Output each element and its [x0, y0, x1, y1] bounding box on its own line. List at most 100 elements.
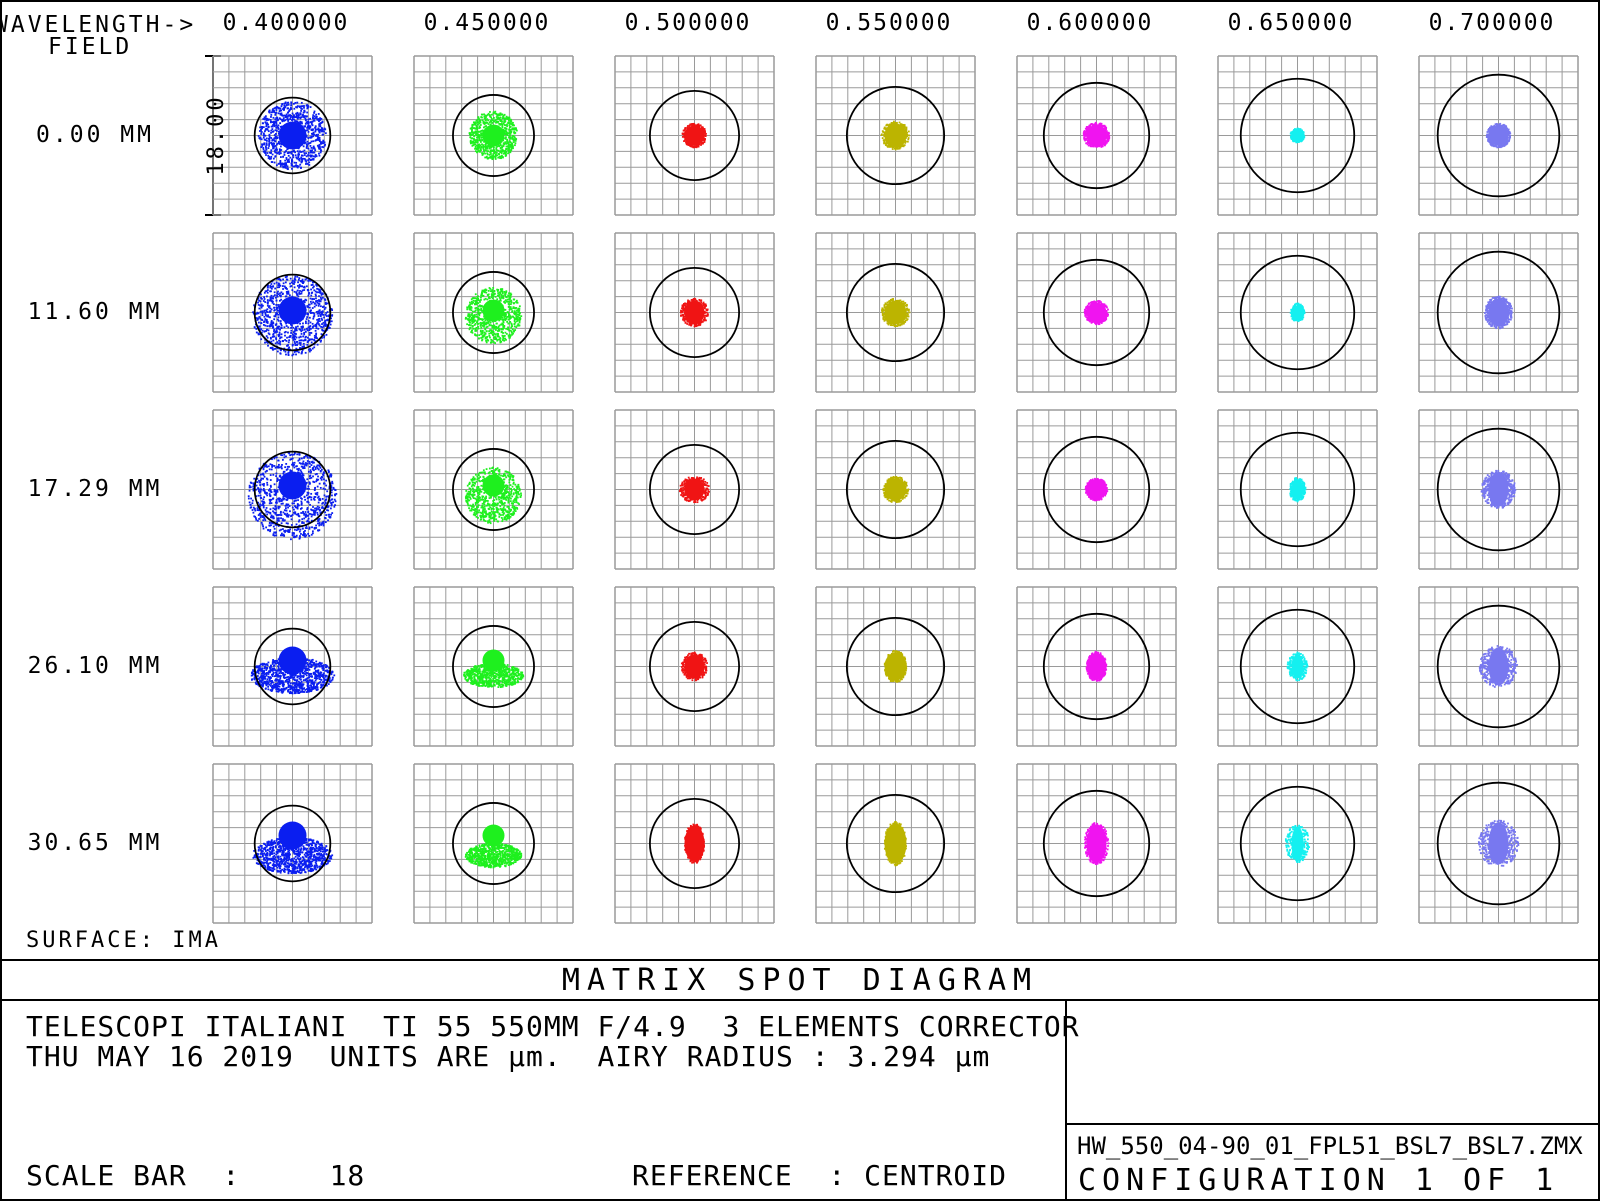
field-header: FIELD [48, 34, 133, 60]
info-line-1: TELESCOPI ITALIANI TI 55 550MM F/4.9 3 E… [26, 1010, 1080, 1043]
airy-circle [1239, 785, 1356, 902]
spot-pattern [883, 649, 908, 683]
airy-circle [1239, 254, 1356, 371]
wavelength-label: 0.650000 [1227, 10, 1355, 36]
airy-circle [845, 439, 946, 540]
cell-grid [1418, 55, 1579, 216]
spot-pattern [1085, 650, 1108, 682]
spot-cell [413, 586, 574, 747]
field-label: 0.00 MM [36, 122, 154, 148]
diagram-title: MATRIX SPOT DIAGRAM [561, 963, 1039, 998]
cell-grid [614, 586, 775, 747]
spot-cell [614, 409, 775, 570]
cell-grid [1217, 232, 1378, 393]
cell-grid [1217, 409, 1378, 570]
airy-circle [649, 267, 740, 358]
airy-circle [253, 627, 332, 706]
spot-cell [212, 586, 373, 747]
airy-circle [452, 94, 535, 177]
spot-pattern [1485, 122, 1512, 149]
spot-cell [815, 55, 976, 216]
airy-circle [649, 621, 740, 712]
cell-grid [1418, 232, 1579, 393]
configuration-label: CONFIGURATION 1 OF 1 [1078, 1163, 1560, 1198]
airy-circle [1042, 81, 1151, 190]
spot-pattern [680, 651, 708, 682]
wavelength-label: 0.400000 [222, 10, 350, 36]
airy-circle [1436, 73, 1561, 198]
airy-circle [1436, 250, 1561, 375]
airy-circle [1436, 781, 1561, 906]
airy-circle [253, 96, 332, 175]
spot-cell [1418, 763, 1579, 924]
spot-cell [1016, 763, 1177, 924]
spot-pattern [1084, 822, 1110, 866]
airy-circle [1239, 608, 1356, 725]
spot-cell [815, 763, 976, 924]
file-name: HW_550_04-90_01_FPL51_BSL7_BSL7.ZMX [1077, 1132, 1583, 1160]
spot-cell [614, 586, 775, 747]
spot-pattern [1289, 127, 1306, 144]
spot-cell [815, 409, 976, 570]
spot-pattern [464, 287, 523, 344]
airy-circle [1042, 435, 1151, 544]
cell-grid [413, 763, 574, 924]
spot-pattern [880, 120, 910, 151]
spot-cell [614, 763, 775, 924]
spot-cell [1217, 409, 1378, 570]
field-label: 17.29 MM [27, 476, 163, 502]
cell-grid [614, 763, 775, 924]
field-label: 30.65 MM [27, 830, 163, 856]
cell-grid [1016, 55, 1177, 216]
spot-pattern [678, 476, 710, 504]
cell-grid [1016, 763, 1177, 924]
wavelength-header: WAVELENGTH-> [0, 12, 197, 38]
airy-circle [452, 802, 535, 885]
airy-circle [452, 448, 535, 531]
wavelength-label: 0.600000 [1026, 10, 1154, 36]
cell-grid [1217, 55, 1378, 216]
airy-circle [845, 793, 946, 894]
spot-cell [1217, 232, 1378, 393]
spot-pattern [468, 110, 518, 161]
airy-circle [845, 85, 946, 186]
spot-cell [1418, 586, 1579, 747]
field-label: 26.10 MM [27, 653, 163, 679]
cell-grid [1016, 232, 1177, 393]
spot-cell [1016, 409, 1177, 570]
spot-cell [212, 763, 373, 924]
cell-grid [815, 232, 976, 393]
spot-pattern [684, 823, 705, 864]
scale-bar-label: 18.00 [204, 94, 229, 176]
spot-pattern [681, 122, 707, 149]
airy-circle [845, 616, 946, 717]
spot-pattern [247, 451, 338, 541]
spot-pattern [257, 101, 327, 171]
spot-cell [815, 232, 976, 393]
spot-cell [1016, 232, 1177, 393]
cell-grid [815, 586, 976, 747]
spot-cell [413, 232, 574, 393]
info-line-2: THU MAY 16 2019 UNITS ARE µm. AIRY RADIU… [26, 1040, 991, 1073]
airy-circle [1436, 427, 1561, 552]
spot-pattern [1289, 477, 1307, 503]
cell-grid [212, 55, 373, 216]
spot-pattern [252, 821, 334, 875]
cell-grid [212, 763, 373, 924]
airy-circle [253, 804, 332, 883]
cell-grid [413, 232, 574, 393]
spot-pattern [883, 821, 907, 867]
cell-grid [212, 409, 373, 570]
airy-circle [1239, 77, 1356, 194]
spot-cell [212, 232, 373, 393]
surface-label: SURFACE: IMA [26, 928, 221, 953]
spot-pattern [1483, 295, 1513, 330]
reference-info: REFERENCE : CENTROID [632, 1159, 1008, 1192]
spot-cell [614, 55, 775, 216]
spot-pattern [464, 824, 523, 869]
cell-grid [413, 586, 574, 747]
cell-grid [1418, 409, 1579, 570]
spot-pattern [250, 646, 336, 695]
spot-pattern [463, 649, 525, 689]
